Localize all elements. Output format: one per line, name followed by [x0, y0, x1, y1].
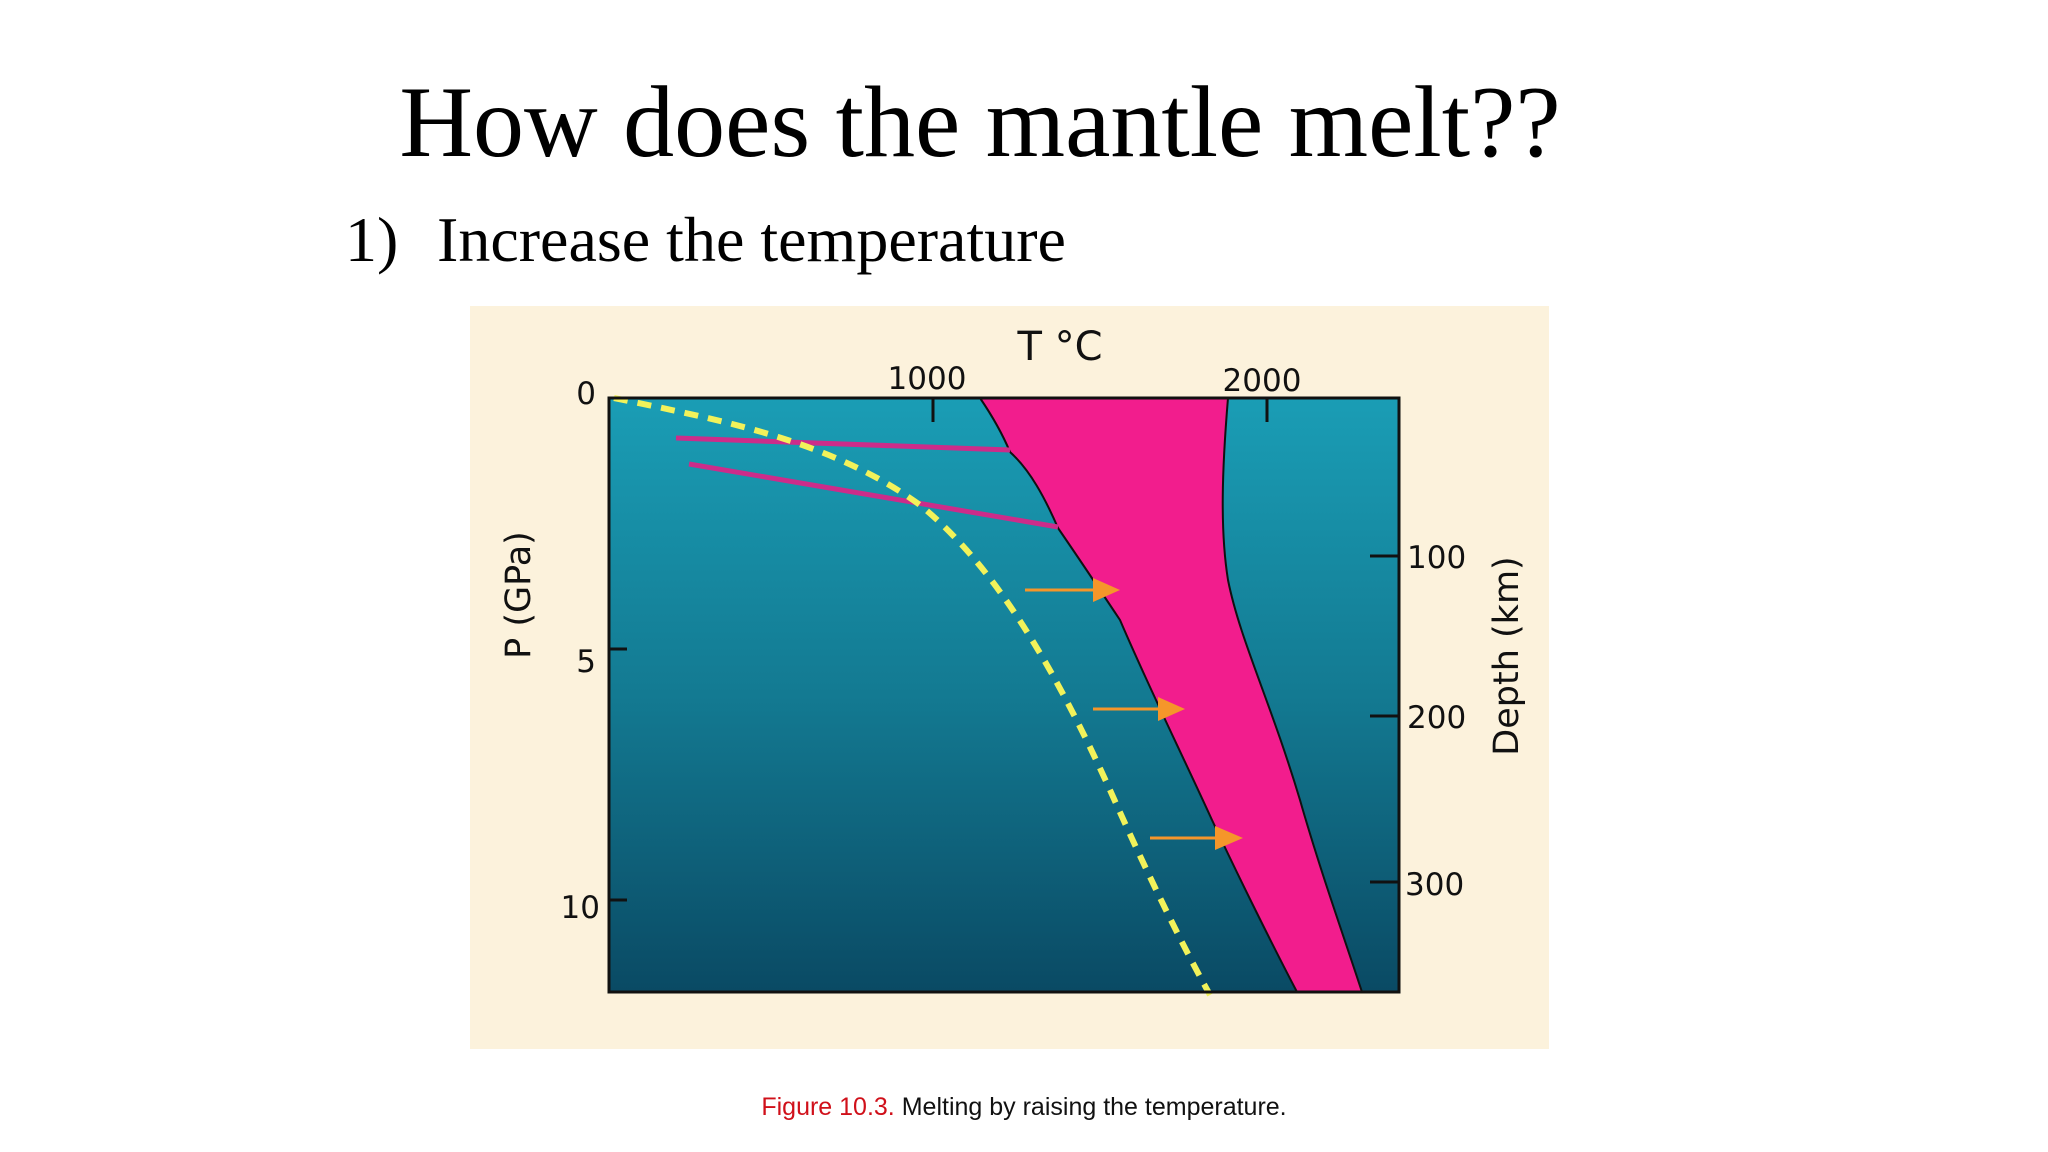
arrow-3 [1150, 826, 1243, 850]
magenta-line-lower [688, 461, 1059, 530]
geotherm-dashed-line [613, 395, 1213, 997]
top-tick-label-2000: 2000 [1223, 363, 1302, 399]
caption-figure-number: Figure 10.3. [761, 1093, 895, 1121]
magenta-line-upper [675, 435, 1011, 453]
left-tick-label-10: 10 [561, 890, 600, 926]
figure-caption: Figure 10.3. Melting by raising the temp… [0, 1093, 2048, 1122]
plot-frame [607, 396, 1401, 994]
melt-region [978, 397, 1364, 993]
right-tick-label-300: 300 [1405, 867, 1464, 903]
bullet-number: 1) [345, 204, 399, 275]
left-tick-label-0: 0 [576, 376, 596, 412]
left-axis-title: P (GPa) [499, 531, 539, 659]
top-axis-title: T °C [1016, 324, 1102, 370]
top-tick-label-1000: 1000 [888, 361, 967, 397]
arrow-1 [1025, 578, 1120, 602]
right-tick-label-100: 100 [1407, 540, 1466, 576]
right-axis-title: Depth (km) [1487, 556, 1527, 755]
bullet-point: 1) Increase the temperature [345, 208, 1066, 272]
slide-title: How does the mantle melt?? [399, 66, 1561, 179]
arrow-2 [1093, 697, 1185, 721]
bullet-text: Increase the temperature [437, 204, 1066, 275]
right-tick-label-200: 200 [1407, 700, 1466, 736]
left-tick-label-5: 5 [576, 644, 596, 680]
caption-text: Melting by raising the temperature. [901, 1093, 1287, 1121]
